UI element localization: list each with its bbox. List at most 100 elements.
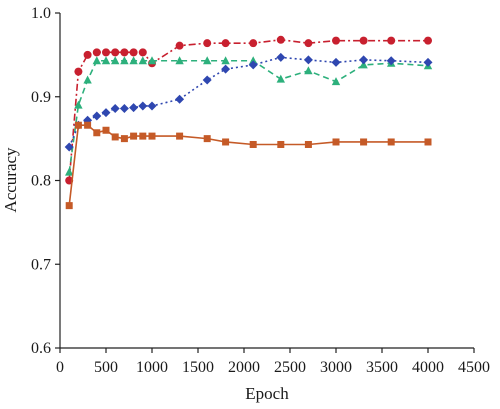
data-point <box>138 56 147 65</box>
data-point <box>111 56 120 65</box>
data-point <box>120 135 128 143</box>
data-point <box>138 101 148 111</box>
x-tick-label: 1500 <box>182 359 214 376</box>
x-axis-title: Epoch <box>245 384 289 403</box>
x-tick-label: 1000 <box>136 359 168 376</box>
y-axis-title: Accuracy <box>1 147 20 213</box>
data-point <box>92 111 102 121</box>
data-point <box>130 132 138 140</box>
data-point <box>276 52 286 62</box>
data-point <box>148 132 156 140</box>
y-tick-label: 1.0 <box>31 5 51 22</box>
x-tick-label: 4000 <box>412 359 444 376</box>
data-point <box>303 55 313 65</box>
data-point <box>129 48 138 57</box>
data-point <box>139 132 147 140</box>
data-point <box>423 57 433 67</box>
data-point <box>424 138 432 146</box>
data-point <box>387 138 395 146</box>
data-point <box>175 94 185 104</box>
data-point <box>147 101 157 111</box>
data-point <box>276 74 285 83</box>
data-point <box>64 142 74 152</box>
data-point <box>101 108 111 118</box>
data-point <box>83 50 92 59</box>
x-tick-label: 4500 <box>458 359 490 376</box>
data-point <box>249 56 258 65</box>
data-point <box>129 103 139 113</box>
data-point <box>360 138 368 146</box>
data-point <box>111 48 120 57</box>
data-point <box>202 75 212 85</box>
data-point <box>222 138 230 146</box>
data-point <box>84 121 92 129</box>
data-point <box>249 140 257 148</box>
data-point <box>221 64 231 74</box>
data-point <box>102 126 110 134</box>
series-layer <box>64 35 433 210</box>
data-point <box>277 140 285 148</box>
data-point <box>83 75 92 84</box>
data-point <box>111 133 119 141</box>
data-point <box>74 100 83 109</box>
data-point <box>424 36 432 45</box>
series-square <box>65 121 432 210</box>
data-point <box>65 202 73 210</box>
data-point <box>304 39 313 48</box>
data-point <box>92 48 101 57</box>
data-point <box>120 56 129 65</box>
y-tick-label: 0.9 <box>31 89 51 106</box>
data-point <box>176 132 184 140</box>
data-point <box>175 56 184 65</box>
data-point <box>92 56 101 65</box>
data-point <box>203 39 212 48</box>
data-point <box>359 55 369 65</box>
data-point <box>332 36 340 45</box>
data-point <box>276 35 285 44</box>
series-line <box>68 59 429 173</box>
data-point <box>304 66 313 75</box>
ticks: 0 500 1000 1500 2000 2500 3000 3500 4000 4500 0.6 0… <box>31 5 490 376</box>
data-point <box>304 140 312 148</box>
data-point <box>101 56 111 65</box>
data-point <box>129 56 138 65</box>
data-point <box>203 56 212 65</box>
data-point <box>248 60 258 70</box>
x-tick-label: 500 <box>94 359 118 376</box>
x-tick-label: 3500 <box>366 359 398 376</box>
data-point <box>175 41 184 50</box>
x-tick-label: 0 <box>56 359 64 376</box>
data-point <box>387 36 396 45</box>
data-point <box>331 57 341 67</box>
data-point <box>359 36 368 45</box>
data-point <box>119 103 129 113</box>
data-point <box>203 135 211 143</box>
series-triangle <box>65 56 433 176</box>
series-circle <box>65 35 432 185</box>
x-tick-label: 2500 <box>274 359 306 376</box>
y-tick-label: 0.8 <box>31 173 51 190</box>
data-point <box>74 67 83 76</box>
data-point <box>74 121 82 129</box>
data-point <box>332 138 340 146</box>
data-point <box>359 60 368 69</box>
data-point <box>120 48 129 57</box>
data-point <box>249 39 258 48</box>
data-point <box>138 48 147 57</box>
series-diamond <box>64 52 433 152</box>
data-point <box>65 167 74 176</box>
y-tick-label: 0.6 <box>31 340 51 357</box>
data-point <box>386 56 396 66</box>
data-point <box>147 56 157 65</box>
x-tick-label: 3000 <box>320 359 352 376</box>
x-tick-label: 2000 <box>228 359 260 376</box>
data-point <box>110 103 120 113</box>
data-point <box>221 39 230 48</box>
data-point <box>331 77 341 86</box>
data-point <box>221 56 230 65</box>
data-point <box>93 129 101 137</box>
y-tick-label: 0.7 <box>31 256 51 273</box>
series-line <box>68 56 429 148</box>
data-point <box>102 48 110 57</box>
